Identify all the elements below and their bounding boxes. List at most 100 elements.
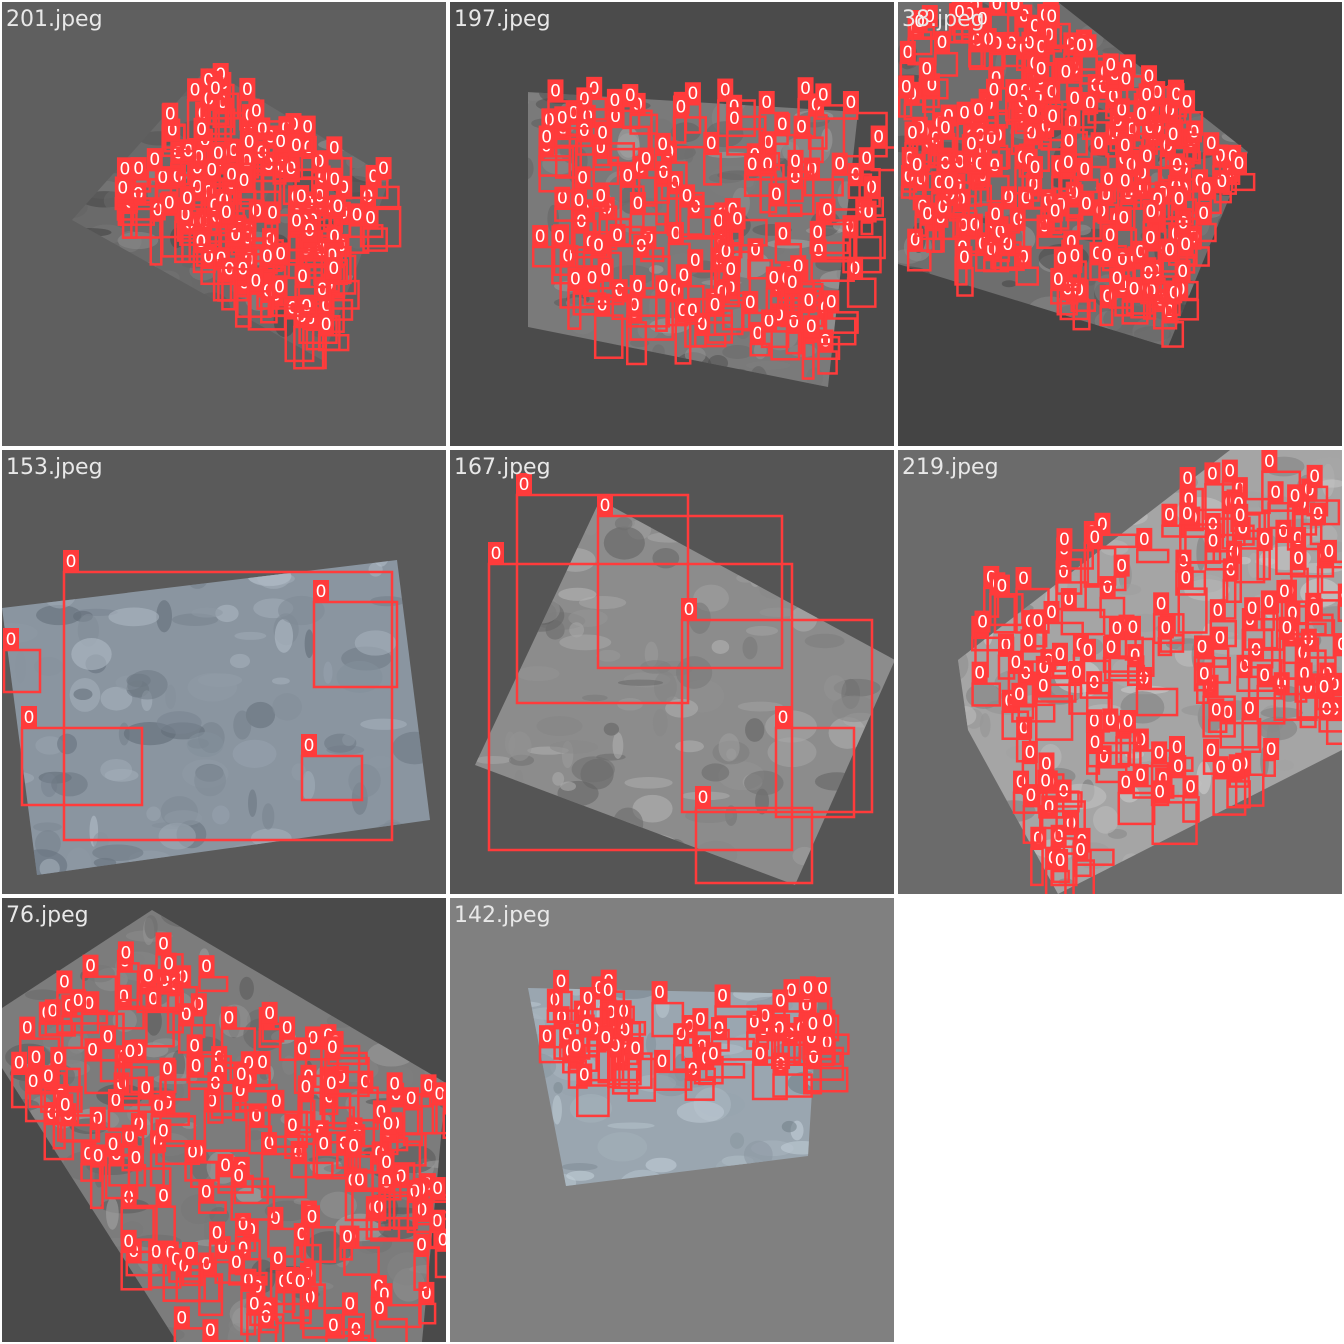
class-label: 0 [328, 1316, 339, 1336]
class-label: 0 [308, 1028, 319, 1048]
class-label: 0 [1056, 249, 1067, 269]
class-label: 0 [1282, 619, 1293, 639]
detection-box: 0 [1072, 838, 1096, 894]
class-label: 0 [6, 630, 17, 650]
class-label: 0 [1112, 619, 1123, 639]
detection-box: 0 [339, 1225, 356, 1261]
class-label: 0 [595, 138, 606, 158]
class-label: 0 [47, 1001, 58, 1021]
detection-box: 0 [202, 1319, 244, 1342]
class-label: 0 [1047, 107, 1058, 127]
class-label: 0 [1066, 34, 1077, 54]
class-label: 0 [1319, 678, 1330, 698]
detection-box: 0 [1100, 168, 1117, 203]
detection-box: 0 [971, 661, 1002, 707]
class-label: 0 [201, 1254, 212, 1274]
class-label: 0 [930, 129, 941, 149]
detection-box: 0 [62, 550, 394, 842]
class-label: 0 [975, 126, 986, 146]
tile-142-filename: 142.jpeg [454, 903, 551, 928]
class-label: 0 [187, 1142, 198, 1162]
class-label: 0 [120, 159, 131, 179]
detection-box: 0 [1115, 206, 1133, 257]
detection-box: 0 [198, 955, 229, 993]
detection-box: 0 [803, 315, 841, 361]
class-label: 0 [706, 134, 717, 154]
class-label: 0 [817, 979, 828, 999]
detection-box: 0 [1230, 152, 1256, 192]
class-label: 0 [1127, 120, 1138, 140]
detection-box: 0 [694, 786, 814, 885]
detection-box: 0 [1228, 754, 1250, 788]
class-label: 0 [1120, 171, 1131, 191]
detection-box: 0 [179, 186, 222, 246]
class-label: 0 [262, 247, 273, 267]
detection-box: 0 [774, 113, 812, 180]
detection-box: 0 [1108, 267, 1133, 309]
class-label: 0 [1025, 786, 1036, 806]
detection-box: 0 [918, 57, 949, 100]
class-label: 0 [1244, 699, 1255, 719]
detection-box: 0 [774, 222, 803, 264]
class-label: 0 [807, 160, 818, 180]
class-label: 0 [133, 185, 144, 205]
detection-box: 0 [908, 153, 926, 200]
detection-box: 0 [993, 574, 1016, 634]
class-label: 0 [282, 1019, 293, 1039]
class-label: 0 [1225, 162, 1236, 182]
class-label: 0 [729, 109, 740, 129]
tile-197-filename: 197.jpeg [454, 7, 551, 32]
class-label: 0 [434, 1084, 445, 1104]
class-label: 0 [771, 185, 782, 205]
detection-box: 0 [375, 157, 392, 200]
class-label: 0 [226, 166, 237, 186]
class-label: 0 [995, 222, 1006, 242]
class-label: 0 [133, 159, 144, 179]
class-label: 0 [758, 1020, 769, 1040]
class-label: 0 [973, 100, 984, 120]
class-label: 0 [597, 296, 608, 316]
class-label: 0 [1058, 562, 1069, 582]
class-label: 0 [682, 186, 693, 206]
class-label: 0 [826, 292, 837, 312]
class-label: 0 [281, 118, 292, 138]
class-label: 0 [83, 1144, 94, 1164]
detection-box: 0 [322, 1071, 352, 1134]
class-label: 0 [937, 197, 948, 217]
detection-box: 0 [1124, 615, 1144, 661]
class-label: 0 [1040, 772, 1051, 792]
class-label: 0 [761, 93, 772, 113]
detection-box: 0 [765, 266, 782, 316]
class-label: 0 [850, 259, 861, 279]
detection-box: 0 [819, 1009, 836, 1067]
class-label: 0 [986, 129, 997, 149]
class-label: 0 [749, 1013, 760, 1033]
detection-box: 0 [269, 1246, 312, 1306]
detection-box: 0 [934, 195, 962, 241]
class-label: 0 [381, 1173, 392, 1193]
class-label: 0 [170, 975, 181, 995]
class-label: 0 [954, 153, 965, 173]
detection-box: 0 [583, 266, 625, 306]
detection-box: 0 [1099, 576, 1126, 619]
detection-box: 0 [162, 102, 186, 149]
class-label: 0 [1237, 519, 1248, 539]
class-label: 0 [1089, 711, 1100, 731]
detection-box: 0 [531, 225, 570, 268]
class-label: 0 [861, 149, 872, 169]
class-label: 0 [760, 1007, 771, 1027]
class-label: 0 [1038, 676, 1049, 696]
class-label: 0 [1053, 827, 1064, 847]
detection-box: 0 [192, 230, 216, 274]
class-label: 0 [1105, 226, 1116, 246]
class-label: 0 [1019, 719, 1030, 739]
class-label: 0 [153, 1096, 164, 1116]
detection-box: 0 [1117, 67, 1139, 105]
class-label: 0 [1063, 153, 1074, 173]
class-label: 0 [989, 81, 1000, 101]
detection-box: 0 [568, 1034, 598, 1072]
